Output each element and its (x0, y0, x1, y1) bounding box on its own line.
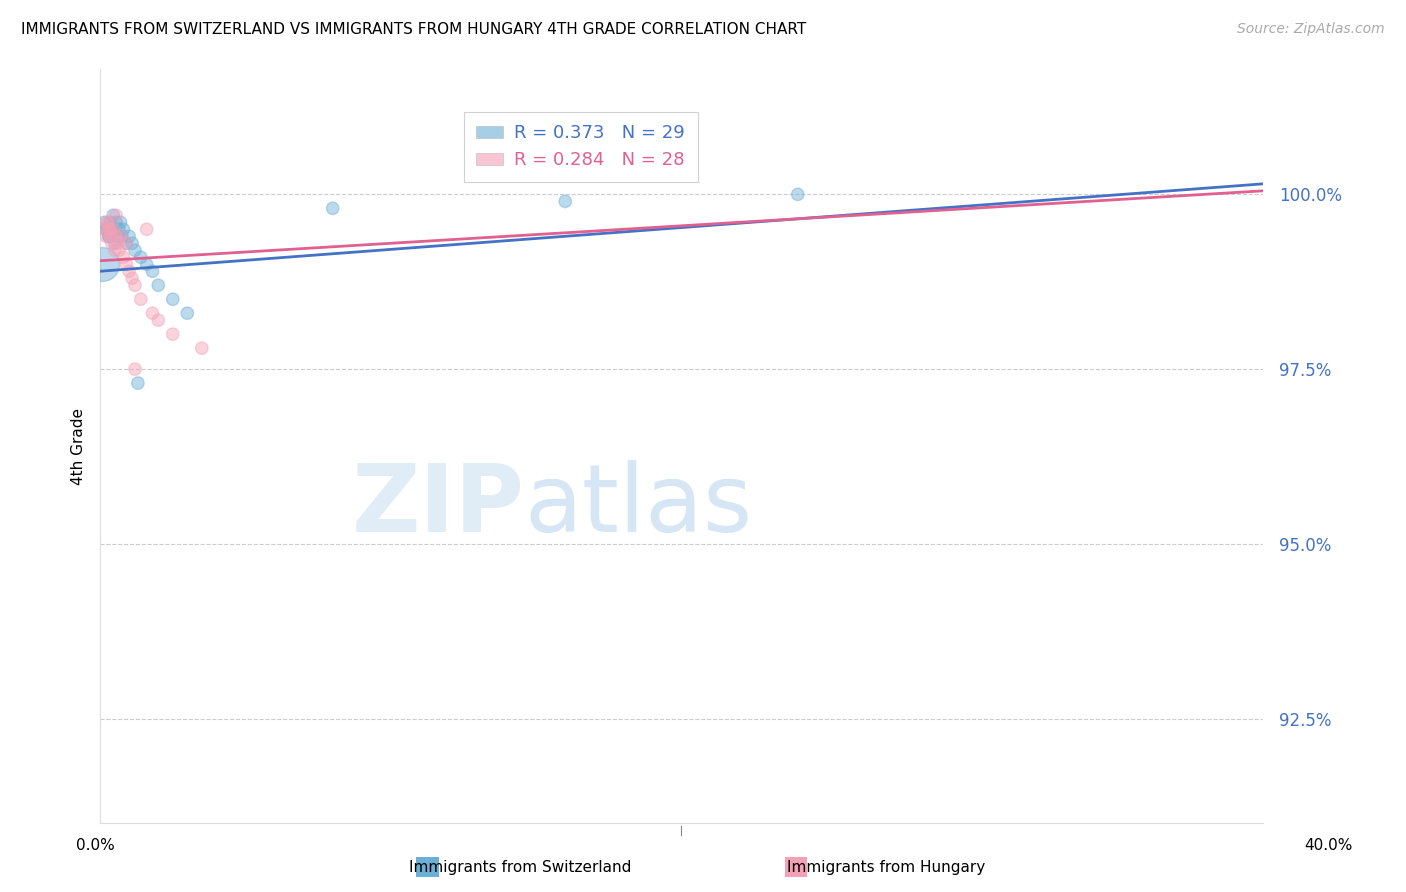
Point (96, 215, 118, 229)
Point (94, 229, 117, 244)
Point (104, 244, 127, 258)
Point (111, 229, 134, 244)
Point (115, 236, 138, 251)
Y-axis label: 4th Grade: 4th Grade (72, 408, 86, 484)
Point (148, 313, 170, 327)
Point (94, 222, 117, 236)
Point (97, 229, 120, 244)
Text: 0.0%: 0.0% (76, 838, 115, 853)
Point (105, 229, 128, 244)
Point (93, 222, 115, 236)
Point (107, 229, 129, 244)
Point (162, 292, 184, 306)
Text: 40.0%: 40.0% (1305, 838, 1353, 853)
Point (162, 327, 184, 342)
Text: Source: ZipAtlas.com: Source: ZipAtlas.com (1237, 22, 1385, 37)
Point (108, 244, 131, 258)
Text: Immigrants from Hungary: Immigrants from Hungary (786, 860, 986, 874)
Point (103, 222, 125, 236)
Point (90, 257, 112, 271)
Point (110, 229, 132, 244)
Point (141, 264, 163, 278)
Point (121, 236, 143, 251)
Point (105, 215, 128, 229)
Point (124, 278, 146, 293)
Point (124, 362, 146, 376)
Point (97, 229, 120, 244)
Point (121, 271, 143, 285)
Point (115, 257, 138, 271)
Point (176, 306, 198, 320)
Point (98, 222, 121, 236)
Point (98, 229, 121, 244)
Text: Immigrants from Switzerland: Immigrants from Switzerland (409, 860, 631, 874)
Point (97, 222, 120, 236)
Point (129, 292, 152, 306)
Text: IMMIGRANTS FROM SWITZERLAND VS IMMIGRANTS FROM HUNGARY 4TH GRADE CORRELATION CHA: IMMIGRANTS FROM SWITZERLAND VS IMMIGRANT… (21, 22, 806, 37)
Point (100, 236, 122, 251)
Point (191, 341, 214, 355)
Point (112, 250, 135, 264)
Point (103, 208, 125, 222)
Point (127, 376, 149, 390)
Point (554, 194, 576, 209)
Legend: R = 0.373   N = 29, R = 0.284   N = 28: R = 0.373 N = 29, R = 0.284 N = 28 (464, 112, 697, 182)
Point (118, 229, 141, 244)
Point (124, 244, 146, 258)
Point (104, 236, 127, 251)
Point (129, 250, 152, 264)
Point (105, 208, 128, 222)
Text: atlas: atlas (524, 460, 752, 552)
Point (322, 202, 344, 216)
Point (110, 215, 132, 229)
Point (135, 222, 157, 236)
Point (786, 187, 808, 202)
Point (98, 215, 121, 229)
Point (107, 236, 129, 251)
Point (115, 236, 138, 251)
Point (118, 264, 141, 278)
Point (112, 222, 135, 236)
Point (96, 222, 118, 236)
Point (141, 306, 163, 320)
Point (148, 278, 170, 293)
Point (135, 257, 157, 271)
Text: ZIP: ZIP (352, 460, 524, 552)
Point (96, 215, 118, 229)
Point (100, 222, 122, 236)
Point (93, 215, 115, 229)
Point (108, 222, 131, 236)
